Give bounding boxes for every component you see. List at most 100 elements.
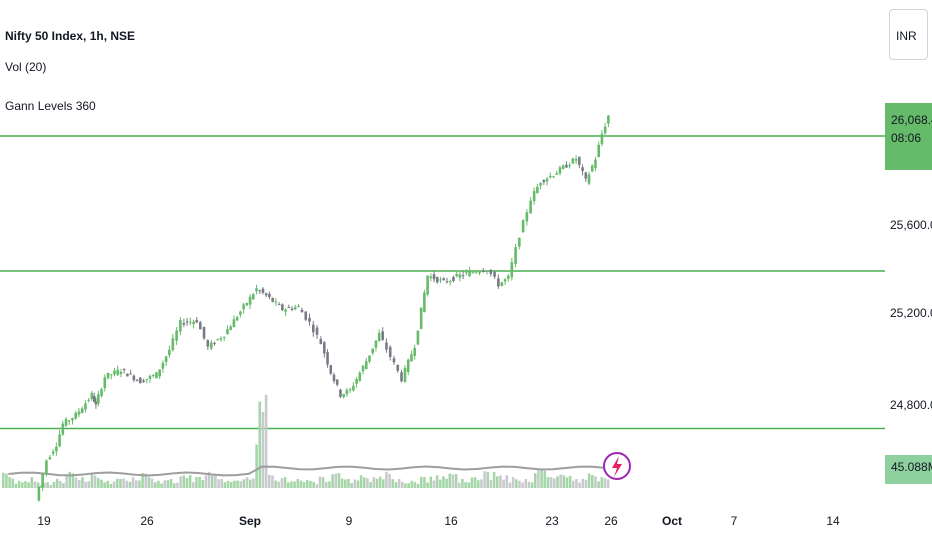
candle-body <box>151 375 155 377</box>
currency-button[interactable]: INR <box>889 9 928 60</box>
volume-bar <box>87 481 91 488</box>
candle-body <box>323 342 326 354</box>
candle-body <box>539 182 542 186</box>
volume-bar <box>185 477 189 488</box>
volume-bar <box>321 477 325 488</box>
candle-body <box>597 144 601 157</box>
volume-bar <box>385 471 388 488</box>
volume-bar <box>397 479 401 488</box>
volume-bar <box>173 483 176 488</box>
candle-body <box>392 358 396 363</box>
volume-bar <box>423 477 426 488</box>
y-tick-label: 25,200.00 <box>890 306 932 320</box>
volume-bar <box>496 476 499 488</box>
candle-body <box>116 369 120 375</box>
volume-bar <box>5 473 8 488</box>
candle-body <box>103 377 107 389</box>
volume-bar <box>553 478 556 488</box>
volume-bar <box>33 481 37 488</box>
candle-body <box>135 379 139 381</box>
candle-body <box>426 275 429 295</box>
candle-body <box>245 302 249 306</box>
volume-bar <box>537 470 540 488</box>
volume-bar <box>90 474 94 488</box>
candle-body <box>213 342 216 344</box>
volume-bar <box>353 479 357 488</box>
volume-bar <box>21 482 24 488</box>
candle-body <box>290 308 294 310</box>
volume-bar <box>147 477 151 488</box>
volume-bar <box>74 477 78 488</box>
volume-bar <box>36 482 40 488</box>
volume-bar <box>581 478 585 488</box>
candle-body <box>485 270 489 272</box>
candle-body <box>48 457 52 460</box>
candle-body <box>232 319 236 328</box>
candle-body <box>277 304 281 306</box>
candle-body <box>261 288 265 293</box>
candle-body <box>445 281 449 283</box>
volume-bar <box>24 481 27 488</box>
candle-body <box>587 174 591 184</box>
candle-body <box>161 362 165 369</box>
candle-body <box>142 380 145 383</box>
volume-bar <box>331 474 334 488</box>
volume-bars <box>2 394 610 488</box>
volume-bar <box>486 471 490 488</box>
volume-bar <box>14 483 18 488</box>
volume-bar <box>84 481 87 488</box>
candle-body <box>192 321 195 324</box>
volume-bar <box>521 482 524 488</box>
candle-body <box>503 279 507 282</box>
candle-body <box>461 275 465 277</box>
candle-body <box>545 178 549 182</box>
volume-bar <box>429 476 433 488</box>
volume-bar <box>176 482 179 488</box>
volume-bar <box>274 480 277 488</box>
volume-bar <box>534 473 537 488</box>
candle-body <box>84 403 87 410</box>
candle-body <box>489 269 493 274</box>
volume-bar <box>138 480 141 488</box>
volume-bar <box>230 481 233 488</box>
volume-bar <box>568 475 572 488</box>
volume-bar <box>93 475 97 488</box>
volume-bar <box>359 475 363 488</box>
volume-bar <box>382 479 385 488</box>
volume-bar <box>40 485 43 488</box>
volume-bar <box>49 484 53 488</box>
candle-body <box>352 385 355 391</box>
candle-body <box>100 389 103 396</box>
candle-body <box>377 332 381 342</box>
volume-bar <box>527 481 531 488</box>
volume-bar <box>524 479 528 488</box>
candle-body <box>258 290 262 292</box>
x-tick-label: 26 <box>140 514 154 528</box>
candle-body <box>419 307 423 329</box>
candle-body <box>400 372 403 382</box>
volume-bar <box>71 473 75 488</box>
volume-bar <box>407 483 410 488</box>
volume-bar <box>492 471 496 488</box>
volume-bar <box>135 480 138 488</box>
volume-bar <box>337 473 341 488</box>
candle-body <box>274 301 278 303</box>
candle-body <box>106 372 110 379</box>
volume-bar <box>597 481 600 488</box>
candle-body <box>371 348 375 353</box>
volume-bar <box>280 478 284 488</box>
candle-body <box>71 418 74 421</box>
lightning-icon[interactable] <box>603 452 631 480</box>
volume-bar <box>565 477 569 488</box>
volume-bar <box>366 478 369 488</box>
candle-body <box>565 164 568 168</box>
candle-body <box>558 167 562 174</box>
volume-bar <box>603 478 607 488</box>
volume-bar <box>508 482 512 488</box>
candle-body <box>594 159 597 169</box>
candle-body <box>465 272 468 274</box>
volume-bar <box>394 482 398 488</box>
volume-bar <box>217 479 220 488</box>
volume-bar <box>55 479 59 488</box>
